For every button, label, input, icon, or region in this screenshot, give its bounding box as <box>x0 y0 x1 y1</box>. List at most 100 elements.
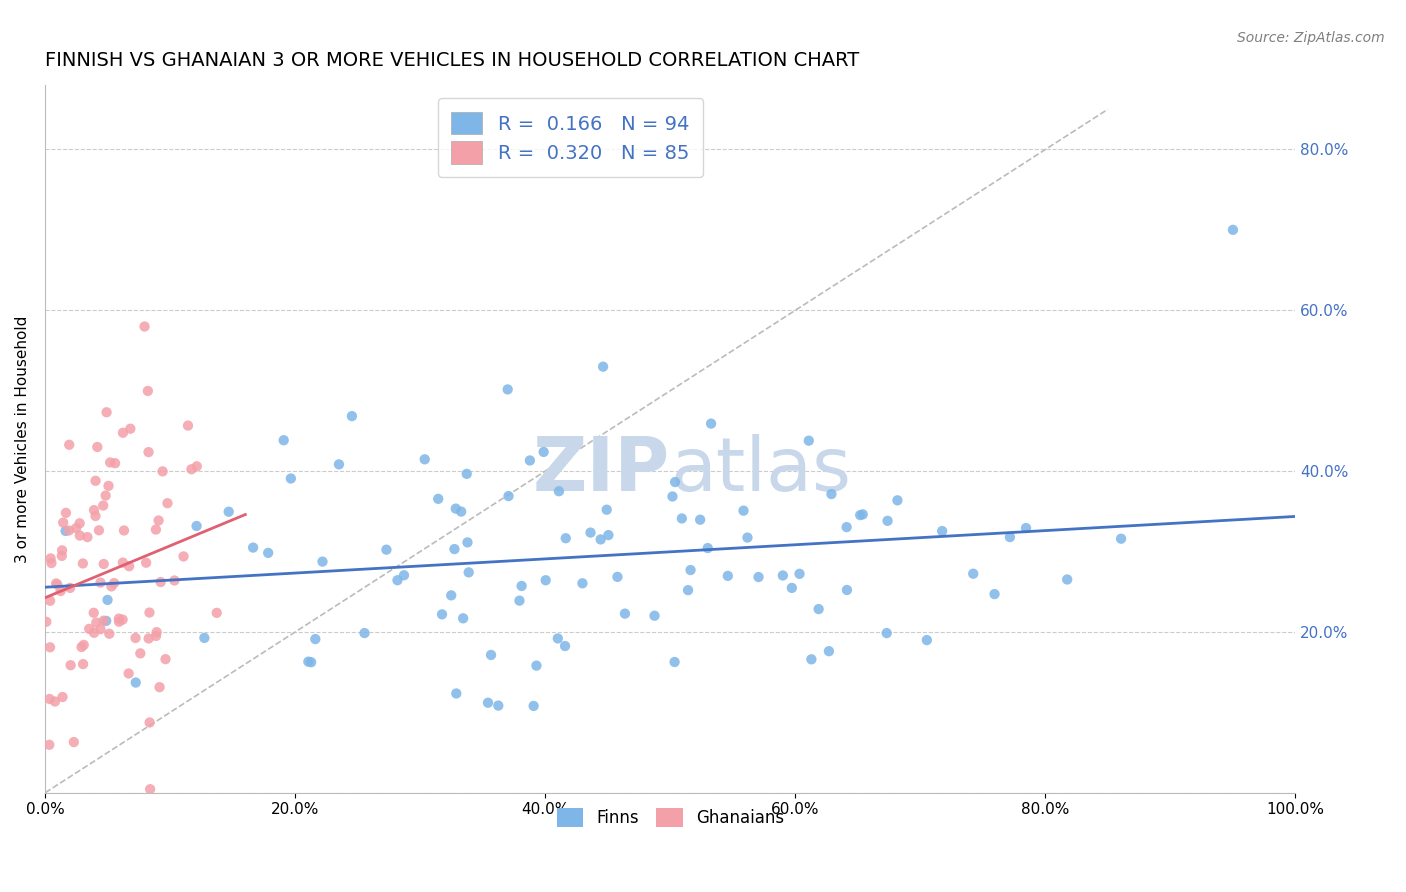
Point <box>534 573 557 587</box>
Point <box>1056 573 1078 587</box>
Point <box>835 582 858 597</box>
Point <box>44 694 66 708</box>
Point <box>177 418 200 433</box>
Point <box>789 566 811 581</box>
Point <box>136 384 159 398</box>
Point <box>820 487 842 501</box>
Point <box>51 543 73 558</box>
Point <box>340 409 363 423</box>
Point <box>98 626 121 640</box>
Point <box>145 625 167 640</box>
Point <box>69 528 91 542</box>
Point <box>111 425 134 440</box>
Point <box>103 576 125 591</box>
Point <box>138 632 160 646</box>
Point <box>849 508 872 522</box>
Point <box>100 579 122 593</box>
Point <box>644 608 666 623</box>
Point <box>90 622 112 636</box>
Point <box>104 456 127 470</box>
Point <box>83 503 105 517</box>
Point <box>118 559 141 574</box>
Point <box>457 566 479 580</box>
Point <box>138 606 160 620</box>
Point <box>807 602 830 616</box>
Point <box>96 405 118 419</box>
Point <box>98 455 121 469</box>
Point <box>96 614 118 628</box>
Point <box>852 508 875 522</box>
Point <box>83 625 105 640</box>
Point <box>138 715 160 730</box>
Point <box>477 696 499 710</box>
Point <box>124 631 146 645</box>
Point <box>311 555 333 569</box>
Point <box>606 570 628 584</box>
Point <box>149 575 172 590</box>
Point <box>117 666 139 681</box>
Point <box>733 503 755 517</box>
Point <box>737 531 759 545</box>
Point <box>87 524 110 538</box>
Point <box>571 576 593 591</box>
Point <box>55 524 77 538</box>
Point <box>186 459 208 474</box>
Point <box>205 606 228 620</box>
Text: ZIP: ZIP <box>533 434 671 508</box>
Point <box>717 569 740 583</box>
Point <box>440 588 463 602</box>
Point <box>700 417 723 431</box>
Text: Source: ZipAtlas.com: Source: ZipAtlas.com <box>1237 31 1385 45</box>
Point <box>876 626 898 640</box>
Point <box>58 524 80 538</box>
Point <box>547 632 569 646</box>
Point <box>430 607 453 622</box>
Point <box>592 359 614 374</box>
Point <box>35 615 58 629</box>
Point <box>554 639 576 653</box>
Point <box>589 533 612 547</box>
Point <box>800 652 823 666</box>
Point <box>52 516 75 530</box>
Point <box>962 566 984 581</box>
Point <box>676 583 699 598</box>
Point <box>180 462 202 476</box>
Point <box>84 615 107 630</box>
Point <box>39 551 62 566</box>
Point <box>38 738 60 752</box>
Point <box>523 698 546 713</box>
Point <box>696 541 718 555</box>
Point <box>456 467 478 481</box>
Point <box>456 535 478 549</box>
Point <box>91 499 114 513</box>
Point <box>451 611 474 625</box>
Point <box>328 458 350 472</box>
Point <box>49 584 72 599</box>
Point <box>77 622 100 636</box>
Point <box>772 568 794 582</box>
Point <box>63 735 86 749</box>
Point <box>163 574 186 588</box>
Point <box>797 434 820 448</box>
Point <box>375 542 398 557</box>
Point <box>818 644 841 658</box>
Point <box>83 606 105 620</box>
Point <box>443 542 465 557</box>
Point <box>72 557 94 571</box>
Point <box>257 546 280 560</box>
Point <box>59 658 82 673</box>
Point <box>835 520 858 534</box>
Point <box>186 519 208 533</box>
Point <box>664 655 686 669</box>
Point <box>446 686 468 700</box>
Point <box>1222 223 1244 237</box>
Point <box>84 474 107 488</box>
Point <box>97 479 120 493</box>
Point <box>93 557 115 571</box>
Point <box>173 549 195 564</box>
Point <box>129 646 152 660</box>
Point <box>1015 521 1038 535</box>
Point <box>533 445 555 459</box>
Legend: Finns, Ghanaians: Finns, Ghanaians <box>550 801 790 834</box>
Point <box>134 319 156 334</box>
